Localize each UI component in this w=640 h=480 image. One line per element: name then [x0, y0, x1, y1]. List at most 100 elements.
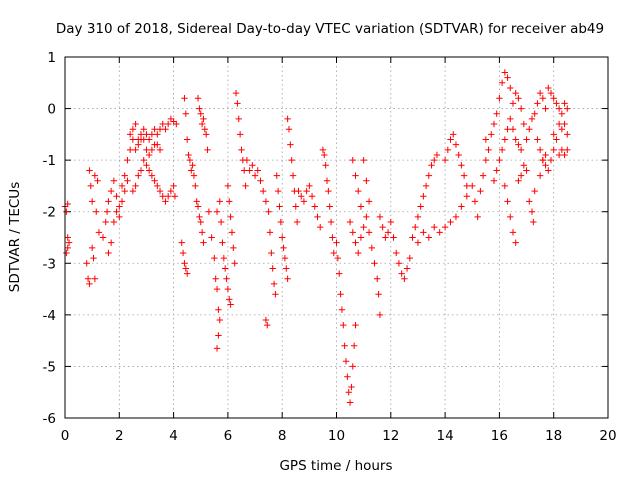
- data-point-marker: [325, 187, 332, 195]
- x-tick-label: 4: [169, 428, 178, 444]
- data-point-marker: [132, 182, 139, 190]
- data-point-marker: [135, 172, 142, 179]
- y-tick-label: -6: [43, 411, 56, 427]
- data-point-marker: [182, 110, 190, 117]
- data-point-marker: [447, 136, 454, 143]
- data-point-marker: [198, 229, 206, 236]
- data-point-marker: [564, 105, 571, 112]
- data-point-marker: [284, 275, 291, 282]
- data-point-marker: [346, 399, 354, 406]
- data-point-marker: [145, 167, 153, 174]
- data-point-marker: [171, 193, 179, 200]
- data-point-marker: [342, 358, 350, 365]
- data-point-marker: [270, 280, 278, 288]
- data-point-marker: [276, 203, 283, 210]
- data-point-marker: [395, 260, 403, 267]
- data-point-marker: [148, 172, 156, 179]
- data-point-marker: [520, 162, 528, 169]
- data-point-marker: [526, 198, 533, 205]
- data-point-marker: [501, 69, 509, 76]
- data-point-marker: [196, 105, 203, 112]
- data-point-marker: [340, 321, 347, 329]
- data-point-marker: [159, 120, 166, 128]
- data-point-marker: [140, 156, 147, 164]
- data-point-marker: [349, 363, 356, 370]
- data-point-marker: [234, 100, 241, 107]
- data-point-marker: [501, 182, 509, 190]
- data-point-marker: [452, 213, 460, 221]
- data-point-marker: [509, 100, 517, 107]
- data-point-marker: [534, 136, 541, 143]
- data-point-marker: [485, 146, 492, 154]
- data-point-marker: [162, 198, 169, 205]
- data-point-marker: [493, 167, 500, 174]
- data-point-marker: [105, 198, 112, 205]
- data-point-marker: [564, 131, 571, 138]
- data-point-marker: [110, 218, 118, 226]
- data-point-marker: [349, 229, 356, 236]
- y-tick-label: -3: [43, 256, 56, 272]
- data-point-marker: [200, 115, 207, 123]
- data-point-marker: [266, 229, 274, 236]
- data-point-marker: [561, 151, 568, 159]
- data-point-marker: [151, 177, 158, 184]
- data-point-marker: [458, 162, 465, 169]
- data-point-marker: [441, 223, 449, 231]
- data-point-marker: [228, 229, 236, 236]
- data-point-marker: [512, 136, 519, 143]
- data-point-marker: [412, 223, 419, 231]
- data-point-marker: [179, 249, 187, 257]
- data-point-marker: [113, 208, 120, 215]
- data-point-marker: [303, 187, 310, 195]
- data-point-marker: [479, 172, 487, 179]
- data-point-marker: [213, 285, 221, 293]
- x-tick-label: 10: [328, 428, 345, 444]
- data-point-marker: [170, 182, 177, 190]
- data-point-marker: [140, 136, 147, 143]
- data-point-marker: [277, 218, 285, 226]
- data-point-marker: [243, 156, 251, 164]
- data-point-marker: [346, 218, 354, 226]
- data-point-marker: [151, 126, 158, 133]
- data-point-marker: [341, 342, 348, 349]
- data-point-marker: [213, 208, 221, 215]
- data-point-marker: [156, 187, 164, 195]
- data-point-marker: [349, 156, 356, 164]
- data-point-marker: [192, 182, 199, 190]
- data-point-marker: [531, 110, 538, 117]
- data-point-marker: [64, 234, 71, 241]
- data-point-marker: [235, 115, 242, 123]
- data-point-marker: [355, 187, 362, 195]
- data-point-marker: [116, 213, 123, 221]
- data-point-marker: [238, 146, 245, 154]
- data-point-marker: [531, 187, 538, 195]
- data-point-marker: [539, 156, 547, 164]
- data-point-marker: [99, 234, 107, 241]
- data-point-marker: [215, 306, 222, 313]
- data-point-marker: [455, 151, 462, 159]
- data-point-marker: [515, 95, 522, 102]
- data-point-marker: [95, 229, 103, 236]
- data-point-marker: [269, 265, 276, 272]
- data-point-marker: [63, 249, 70, 257]
- data-point-marker: [323, 177, 331, 184]
- data-point-marker: [355, 249, 362, 257]
- data-point-marker: [401, 275, 408, 282]
- data-point-marker: [504, 74, 511, 81]
- data-point-marker: [159, 193, 166, 200]
- data-point-marker: [64, 200, 71, 208]
- data-point-marker: [523, 167, 530, 174]
- data-point-marker: [333, 239, 340, 246]
- data-point-marker: [406, 254, 414, 262]
- data-point-marker: [193, 198, 200, 205]
- data-point-marker: [526, 126, 533, 133]
- data-point-marker: [91, 275, 99, 282]
- data-point-marker: [420, 229, 427, 236]
- data-point-marker: [232, 89, 240, 97]
- data-point-marker: [547, 89, 555, 97]
- data-point-marker: [212, 275, 219, 282]
- data-point-marker: [118, 182, 126, 190]
- data-point-marker: [536, 146, 544, 154]
- data-point-marker: [322, 162, 329, 169]
- data-point-marker: [363, 177, 370, 184]
